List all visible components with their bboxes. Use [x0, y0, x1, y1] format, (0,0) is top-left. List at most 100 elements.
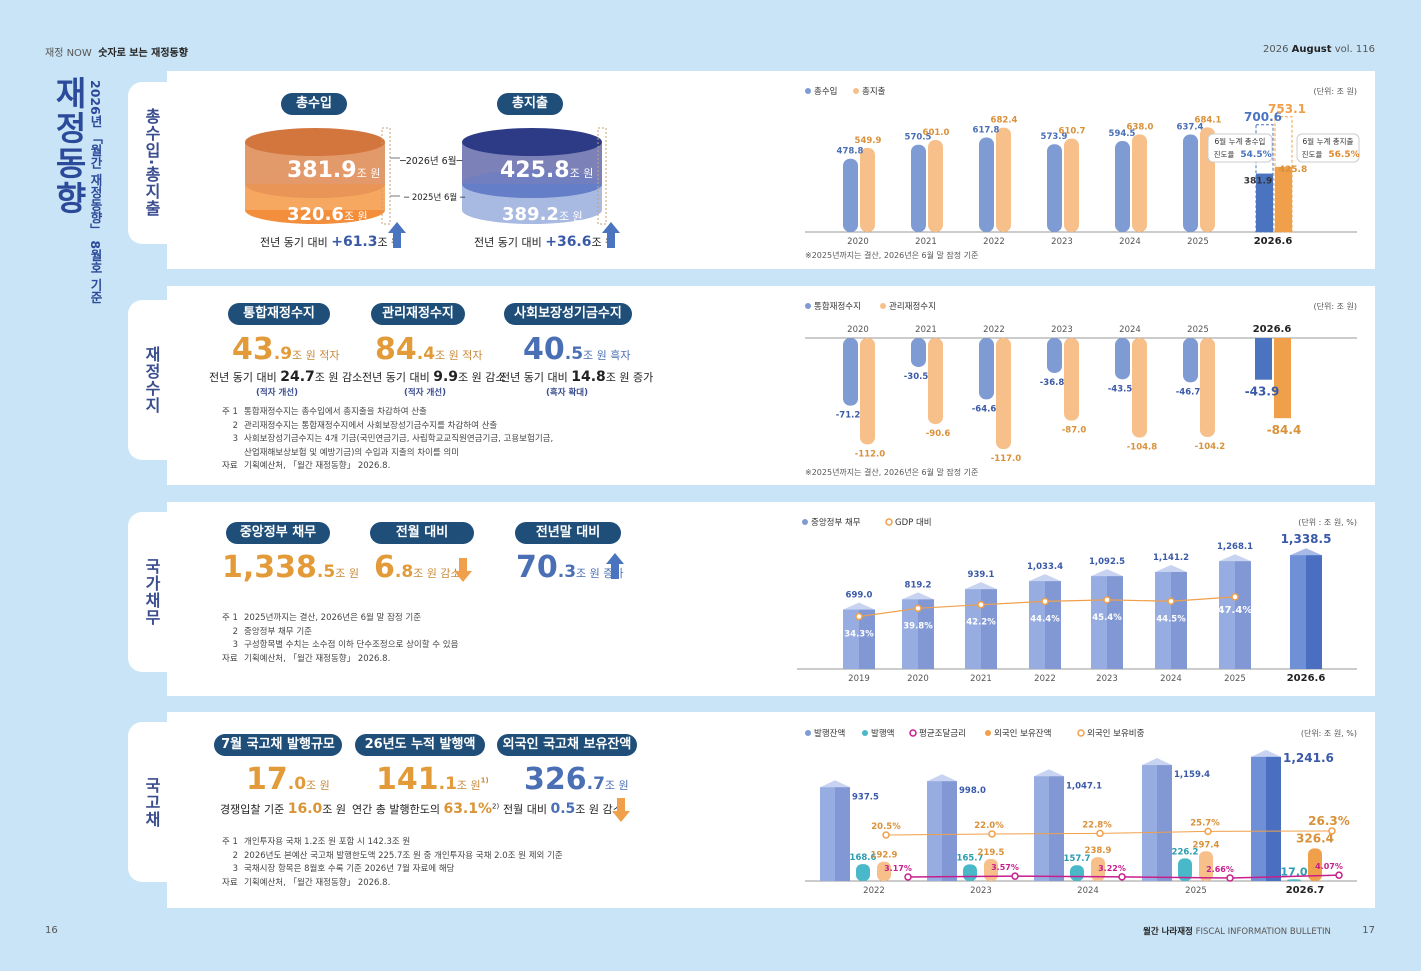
note-key: 2 — [232, 420, 238, 431]
gdp-label: 34.3% — [844, 630, 874, 640]
x-tick-label: 2024 — [1119, 237, 1141, 247]
bar-label: 219.5 — [978, 848, 1005, 858]
bar-label: -104.8 — [1127, 443, 1157, 453]
pill-bond-1: 26년도 누적 발행액 — [355, 734, 485, 756]
bar-expenditure — [1275, 166, 1292, 232]
bar-label: 594.5 — [1109, 129, 1136, 139]
legend-marker — [805, 730, 811, 736]
rate-label: 3.22% — [1098, 864, 1126, 873]
chart-balance: 통합재정수지 관리재정수지 (단위: 조 원) 2020 -71.2 -112.0 2021… — [805, 301, 1357, 477]
bar-debt — [843, 609, 859, 669]
x-tick-label: 2025 — [1185, 886, 1207, 896]
bar-label: 937.5 — [852, 792, 879, 802]
pill-balance-2: 사회보장성기금수지 — [504, 303, 632, 325]
footnote-mark: 1) — [480, 776, 489, 785]
legend-marker — [885, 518, 893, 526]
x-tick-label: 2025 — [1187, 325, 1209, 335]
x-tick-label: 2020 — [847, 325, 869, 335]
x-tick-label: 2026.6 — [1287, 673, 1326, 684]
value-int: 70 — [516, 550, 558, 585]
bar-expenditure — [928, 140, 943, 232]
gdp-label: 42.2% — [966, 618, 996, 628]
value-dec: .5 — [316, 562, 336, 582]
value-int: 40 — [523, 332, 565, 367]
bar-label: 638.0 — [1127, 122, 1154, 132]
bar-balance-side — [1266, 756, 1281, 881]
bar-label: 1,159.4 — [1174, 770, 1210, 780]
bar-label: 1,268.1 — [1217, 542, 1253, 552]
bar-debt-side — [859, 609, 875, 669]
bar-label: 478.8 — [837, 147, 864, 157]
compare-label: 전년 동기 대비 — [362, 371, 434, 384]
bar-label: -36.8 — [1040, 378, 1065, 388]
page-number-left: 16 — [45, 925, 58, 936]
legend-marker — [805, 303, 811, 309]
legend-label: 평균조달금리 — [919, 728, 966, 739]
share-point — [1204, 827, 1212, 836]
legend-label: 외국인 보유비중 — [1087, 728, 1145, 739]
bar-label: 1,338.5 — [1281, 532, 1332, 546]
bar-debt — [1029, 581, 1045, 669]
bar-label: 699.0 — [846, 591, 873, 601]
chart-label: (단위: 조 원) — [1314, 86, 1357, 96]
bar-label: 601.0 — [923, 128, 950, 138]
bar-balance — [820, 787, 835, 881]
legend-marker — [805, 88, 811, 94]
compare-value: 14.8 — [571, 369, 606, 385]
pill-debt-1: 전월 대비 — [370, 522, 474, 544]
bar-label: -84.4 — [1267, 423, 1302, 437]
pill-bond-0: 7월 국고채 발행규모 — [214, 734, 342, 756]
note-key: 3 — [232, 864, 238, 874]
callout-label: 진도율 — [1302, 149, 1323, 159]
note-line: 주 1 2025년까지는 결산, 2026년은 6월 말 잠정 기준 — [222, 612, 458, 626]
bar-issuance — [1178, 858, 1192, 881]
note-key: 3 — [232, 434, 238, 444]
note-key: 2 — [232, 850, 238, 861]
bar-label: -46.7 — [1176, 387, 1201, 397]
sub-unit: 조 원 — [322, 803, 347, 816]
compare-value: 9.9 — [433, 369, 459, 385]
callout-value: 54.5% — [1240, 150, 1271, 160]
x-tick-label: 2020 — [907, 674, 929, 684]
bar-label: -43.5 — [1108, 384, 1133, 394]
header-right: 2026 August vol. 116 — [1263, 44, 1375, 55]
pill-revenue: 총수입 — [281, 93, 347, 115]
gdp-label: 44.4% — [1030, 614, 1060, 624]
down-arrow-icon — [454, 558, 472, 582]
share-label: 22.8% — [1082, 820, 1112, 830]
bar-revenue — [1115, 141, 1130, 232]
note-line: 2 관리재정수지는 통합재정수지에서 사회보장성기금수지를 차감하여 산출 — [222, 420, 553, 434]
up-arrow-icon — [606, 553, 624, 579]
footnote-mark: 2) — [492, 802, 500, 811]
share-label: 26.3% — [1308, 814, 1350, 828]
compare-label: 전년 동기 대비 — [209, 371, 281, 384]
note-line: 자료 기획예산처, 「월간 재정동향」 2026.8. — [222, 877, 563, 891]
value-dec: .9 — [273, 344, 293, 364]
share-point — [882, 831, 890, 839]
legend-label: 중앙정부 채무 — [811, 517, 861, 528]
value-unit: 조 원 — [604, 779, 629, 792]
bar-revenue — [843, 158, 858, 232]
chart-footnote: ※2025년까지는 결산, 2026년은 6월 말 잠정 기준 — [805, 250, 978, 260]
debt-notes: 주 1 2025년까지는 결산, 2026년은 6월 말 잠정 기준 2 중앙정부 채… — [222, 612, 458, 666]
share-point — [1096, 829, 1104, 838]
value-dec: .5 — [564, 344, 584, 364]
bar-managed — [996, 338, 1011, 450]
bar-foreign — [1308, 848, 1322, 881]
note-line: 자료 기획예산처, 「월간 재정동향」 2026.8. — [222, 653, 458, 667]
note-line: 2 중앙정부 채무 기준 — [222, 626, 458, 640]
bar-expenditure — [1064, 138, 1079, 232]
note-text: 기획예산처, 「월간 재정동향」 2026.8. — [244, 461, 391, 471]
bar-annual-label: 700.6 — [1244, 110, 1282, 124]
bar-managed — [1064, 338, 1079, 421]
bar-label: -71.2 — [836, 411, 861, 421]
bar-label: -64.6 — [972, 404, 997, 414]
page-title: 재정동향 — [49, 76, 88, 216]
bar-foreign — [984, 859, 998, 881]
note-key: 자료 — [222, 653, 238, 664]
chart-footnote: ※2025년까지는 결산, 2026년은 6월 말 잠정 기준 — [805, 467, 978, 477]
bar-label: -43.9 — [1245, 385, 1280, 399]
x-tick-label: 2022 — [1034, 674, 1056, 684]
legend-marker — [880, 303, 886, 309]
